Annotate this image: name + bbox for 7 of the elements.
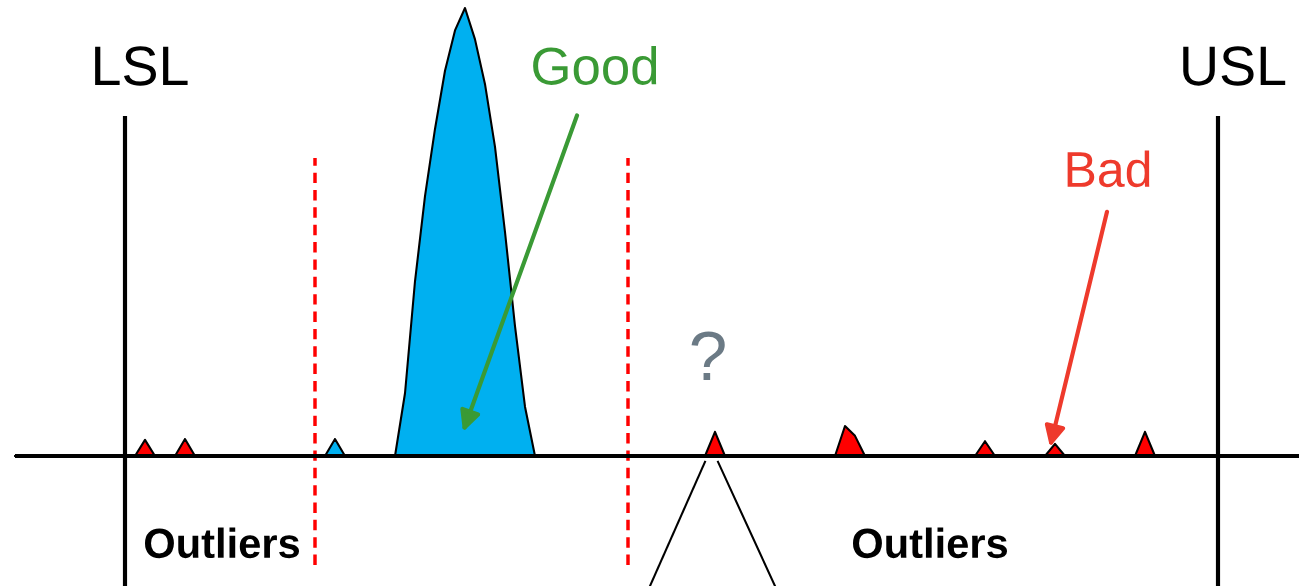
annotation: Bad <box>1067 150 1150 188</box>
annotation: LSL <box>95 46 188 86</box>
annotation: ? <box>691 331 725 380</box>
annotation: Good <box>533 46 657 85</box>
annotation: USL <box>1183 46 1286 86</box>
text: Outliers <box>144 527 300 559</box>
text: Outliers <box>852 527 1008 559</box>
